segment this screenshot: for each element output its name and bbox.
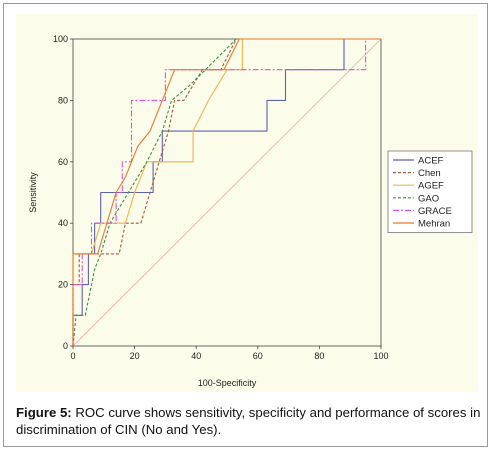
x-axis-label: 100-Specificity bbox=[198, 378, 257, 388]
caption-text: ROC curve shows sensitivity, specificity… bbox=[16, 405, 481, 437]
figure-caption: Figure 5: ROC curve shows sensitivity, s… bbox=[16, 404, 484, 438]
legend-label-mehran: Mehran bbox=[418, 219, 450, 230]
y-tick-label: 0 bbox=[63, 341, 68, 351]
y-tick-label: 100 bbox=[53, 34, 68, 44]
x-tick-label: 80 bbox=[314, 351, 324, 361]
diagonal-line bbox=[72, 38, 382, 347]
series-line-acef bbox=[72, 38, 381, 346]
reference-diagonal bbox=[72, 38, 382, 347]
legend-box bbox=[387, 150, 473, 233]
series-lines bbox=[72, 38, 381, 347]
legend-label-acef: ACEF bbox=[418, 156, 444, 167]
x-tick-label: 60 bbox=[253, 351, 263, 361]
x-tick-label: 0 bbox=[70, 351, 75, 361]
legend-label-chen: Chen bbox=[418, 168, 441, 179]
y-tick-label: 80 bbox=[58, 95, 68, 105]
legend-label-agef: AGEF bbox=[418, 181, 444, 192]
y-tick-label: 20 bbox=[58, 280, 68, 290]
roc-chart: 0 20 40 60 80 100 0 20 40 60 80 100 100-Specificity… bbox=[28, 34, 473, 388]
plot-border bbox=[72, 38, 382, 347]
y-tick-label: 40 bbox=[58, 218, 68, 228]
x-tick-label: 20 bbox=[130, 351, 140, 361]
y-axis-label: Sensitivity bbox=[28, 172, 38, 213]
legend-label-gao: GAO bbox=[418, 193, 439, 204]
x-tick-label: 100 bbox=[373, 351, 388, 361]
series-line-grace bbox=[72, 38, 381, 346]
tick-labels: 0 20 40 60 80 100 0 20 40 60 80 100 bbox=[53, 34, 389, 361]
y-tick-label: 60 bbox=[58, 157, 68, 167]
x-tick-label: 40 bbox=[191, 351, 201, 361]
chart-panel: 0 20 40 60 80 100 0 20 40 60 80 100 100-Specificity… bbox=[16, 14, 478, 392]
axes bbox=[72, 38, 382, 347]
figure-frame: 0 20 40 60 80 100 0 20 40 60 80 100 100-Specificity… bbox=[3, 3, 488, 447]
series-line-mehran bbox=[72, 38, 381, 346]
series-line-gao bbox=[72, 38, 381, 347]
caption-label: Figure 5: bbox=[16, 405, 72, 420]
legend-label-grace: GRACE bbox=[418, 206, 452, 217]
series-line-agef bbox=[72, 38, 381, 346]
